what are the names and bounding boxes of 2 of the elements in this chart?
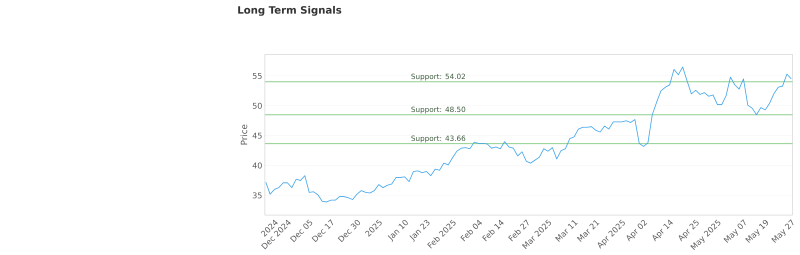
y-axis-title: Price xyxy=(240,124,248,144)
chart-title: Long Term Signals xyxy=(238,6,342,16)
